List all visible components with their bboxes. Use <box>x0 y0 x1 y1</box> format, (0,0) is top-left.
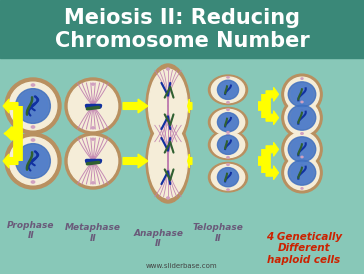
Ellipse shape <box>146 64 190 148</box>
Ellipse shape <box>219 82 237 98</box>
FancyArrow shape <box>266 87 278 101</box>
Ellipse shape <box>167 68 169 70</box>
Ellipse shape <box>219 137 237 153</box>
Ellipse shape <box>160 158 176 164</box>
Ellipse shape <box>31 126 35 128</box>
Ellipse shape <box>5 133 61 189</box>
Ellipse shape <box>301 109 303 111</box>
Ellipse shape <box>227 164 229 165</box>
Ellipse shape <box>18 91 48 121</box>
Ellipse shape <box>227 189 229 190</box>
Ellipse shape <box>291 139 313 160</box>
Ellipse shape <box>65 133 121 189</box>
Ellipse shape <box>92 83 94 85</box>
FancyArrow shape <box>187 99 192 113</box>
Ellipse shape <box>16 89 50 123</box>
Ellipse shape <box>209 130 248 159</box>
Ellipse shape <box>219 170 237 185</box>
Ellipse shape <box>301 101 303 103</box>
Ellipse shape <box>65 78 121 134</box>
Ellipse shape <box>92 182 94 184</box>
Ellipse shape <box>227 132 229 133</box>
FancyArrow shape <box>266 111 278 125</box>
Ellipse shape <box>301 133 303 134</box>
Ellipse shape <box>146 119 190 203</box>
Ellipse shape <box>92 127 94 129</box>
FancyArrow shape <box>4 127 18 141</box>
Ellipse shape <box>301 164 303 166</box>
Ellipse shape <box>288 82 316 107</box>
Ellipse shape <box>209 162 248 192</box>
Ellipse shape <box>9 137 57 185</box>
Ellipse shape <box>211 109 245 135</box>
Ellipse shape <box>160 104 176 109</box>
Ellipse shape <box>288 137 316 162</box>
Ellipse shape <box>285 156 319 190</box>
Bar <box>0 0 364 58</box>
Ellipse shape <box>167 123 169 125</box>
Ellipse shape <box>31 139 35 141</box>
Text: Prophase
II: Prophase II <box>7 221 55 240</box>
Text: Metaphase
II: Metaphase II <box>65 223 121 243</box>
Text: 4 Genetically
Different
haploid cells: 4 Genetically Different haploid cells <box>266 232 342 265</box>
Ellipse shape <box>217 168 238 187</box>
Ellipse shape <box>227 109 229 110</box>
Ellipse shape <box>18 146 48 176</box>
Ellipse shape <box>68 136 118 186</box>
Ellipse shape <box>92 138 94 140</box>
Ellipse shape <box>167 197 169 199</box>
Ellipse shape <box>282 74 322 115</box>
Ellipse shape <box>209 75 248 105</box>
Ellipse shape <box>285 101 319 135</box>
FancyArrow shape <box>266 142 278 156</box>
Ellipse shape <box>5 78 61 134</box>
Ellipse shape <box>149 69 187 143</box>
Ellipse shape <box>282 129 322 169</box>
Ellipse shape <box>301 156 303 158</box>
FancyArrow shape <box>123 99 148 113</box>
Text: Anaphase
II: Anaphase II <box>133 229 183 248</box>
Ellipse shape <box>211 77 245 103</box>
Ellipse shape <box>227 76 229 78</box>
Ellipse shape <box>291 107 313 128</box>
FancyArrow shape <box>3 154 18 168</box>
FancyArrow shape <box>123 154 148 168</box>
Text: Telophase
II: Telophase II <box>193 223 244 243</box>
FancyArrow shape <box>3 99 18 113</box>
Ellipse shape <box>288 105 316 130</box>
Ellipse shape <box>227 157 229 158</box>
Ellipse shape <box>285 77 319 112</box>
Ellipse shape <box>211 132 245 158</box>
Ellipse shape <box>227 134 229 135</box>
Ellipse shape <box>217 80 238 99</box>
Ellipse shape <box>301 78 303 79</box>
Ellipse shape <box>301 133 303 134</box>
Ellipse shape <box>301 188 303 189</box>
Text: Meiosis II: Reducing: Meiosis II: Reducing <box>64 8 300 28</box>
Ellipse shape <box>31 181 35 183</box>
Ellipse shape <box>291 84 313 105</box>
Ellipse shape <box>217 113 238 132</box>
FancyArrow shape <box>5 127 22 141</box>
Ellipse shape <box>167 142 169 144</box>
Ellipse shape <box>282 153 322 193</box>
Ellipse shape <box>68 81 118 131</box>
Ellipse shape <box>227 102 229 103</box>
Ellipse shape <box>291 162 313 183</box>
Ellipse shape <box>31 84 35 86</box>
FancyArrow shape <box>187 154 192 168</box>
Ellipse shape <box>211 164 245 190</box>
FancyArrow shape <box>266 166 278 180</box>
Ellipse shape <box>209 107 248 137</box>
Ellipse shape <box>285 132 319 166</box>
Ellipse shape <box>217 135 238 155</box>
Ellipse shape <box>288 160 316 185</box>
Text: Chromosome Number: Chromosome Number <box>55 31 309 51</box>
Ellipse shape <box>219 115 237 130</box>
Text: www.sliderbase.com: www.sliderbase.com <box>146 263 218 269</box>
Ellipse shape <box>9 82 57 130</box>
Ellipse shape <box>149 124 187 198</box>
Ellipse shape <box>282 98 322 138</box>
Ellipse shape <box>16 144 50 178</box>
